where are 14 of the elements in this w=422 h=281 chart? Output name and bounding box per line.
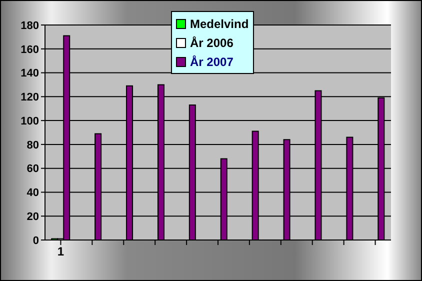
y-tick-label: 100 <box>20 115 39 128</box>
y-tick-label: 40 <box>26 187 39 200</box>
y-tick-label: 80 <box>26 139 39 152</box>
x-tick-label: 1 <box>57 244 64 259</box>
y-tick-label: 140 <box>20 68 39 80</box>
legend-label: Medelvind <box>190 16 249 30</box>
y-tick-label: 160 <box>20 44 39 56</box>
y-tick-label: 60 <box>26 163 39 176</box>
legend-label: År 2007 <box>190 54 234 68</box>
y-tick-label: 0 <box>32 234 39 247</box>
y-tick-label: 120 <box>20 92 39 104</box>
legend-label: År 2006 <box>190 36 234 50</box>
y-tick-label: 180 <box>20 20 39 32</box>
y-tick-label: 20 <box>26 211 39 224</box>
